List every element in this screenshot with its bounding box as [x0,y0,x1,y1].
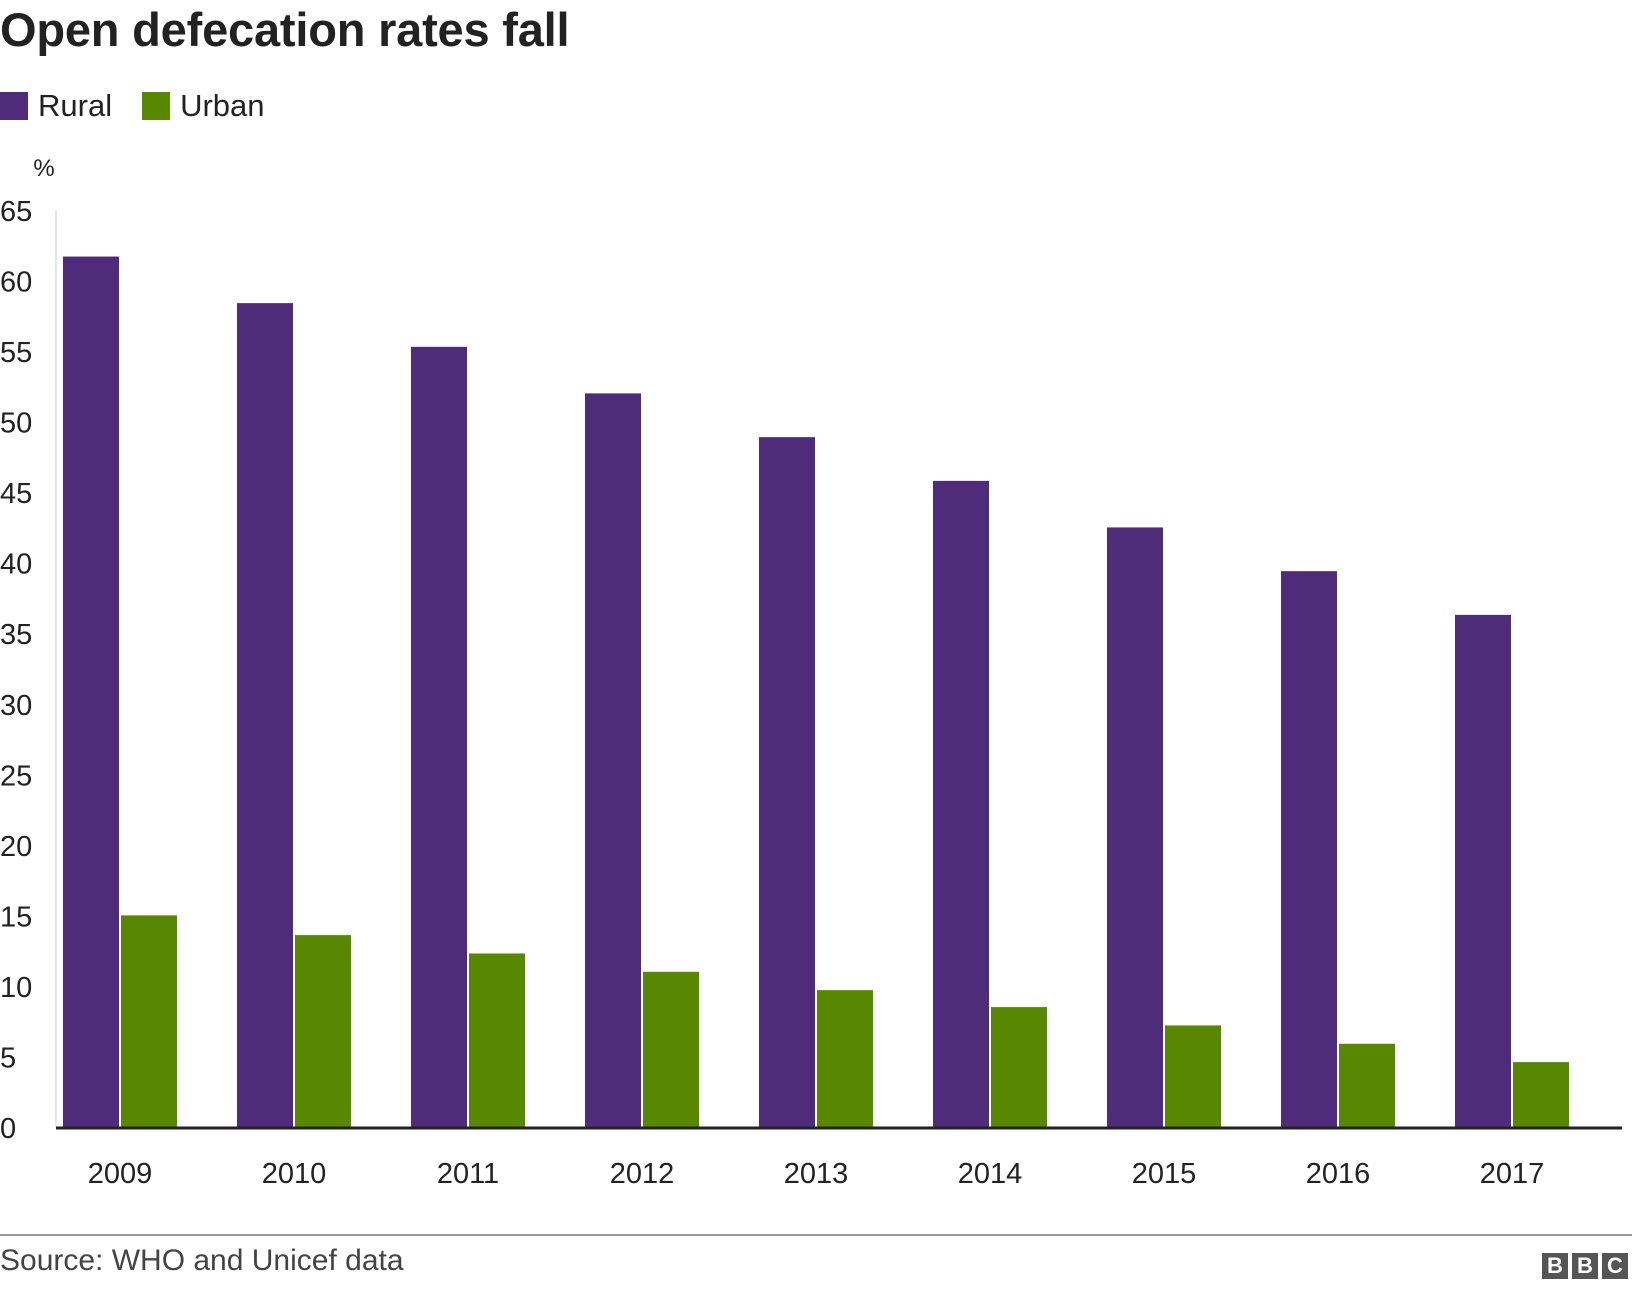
y-tick-label: 30 [0,690,32,722]
y-tick-label: 55 [0,337,32,369]
x-tick-label: 2011 [437,1158,499,1190]
bar-rural-2013 [759,437,815,1127]
y-tick-label: 5 [0,1042,16,1074]
legend-swatch-rural [0,92,28,120]
bar-urban-2011 [469,953,525,1127]
bbc-logo-letter: C [1602,1253,1628,1279]
bar-chart: % 0 5 10 15 20 25 30 35 40 45 50 55 60 65 2009 2010 201… [0,155,1622,1190]
x-tick-label: 2010 [262,1158,327,1190]
x-tick-label: 2013 [784,1158,849,1190]
bar-urban-2016 [1339,1043,1395,1127]
x-tick-label: 2009 [88,1158,153,1190]
bar-urban-2014 [991,1007,1047,1127]
x-tick-label: 2017 [1480,1158,1545,1190]
legend-item-rural: Rural [0,88,112,124]
y-tick-label: 50 [0,408,32,440]
bar-rural-2009 [63,256,119,1127]
bar-rural-2017 [1455,614,1511,1127]
bar-urban-2013 [817,990,873,1127]
bar-rural-2014 [933,480,989,1128]
bbc-logo-letter: B [1542,1253,1568,1279]
x-tick-label: 2015 [1132,1158,1197,1190]
chart-legend: Rural Urban [0,88,295,124]
bar-urban-2017 [1513,1062,1569,1127]
x-tick-label: 2014 [958,1158,1023,1190]
bar-urban-2015 [1165,1025,1221,1127]
bar-rural-2012 [585,393,641,1127]
bar-urban-2010 [295,935,351,1127]
y-tick-label: 35 [0,619,32,651]
bar-rural-2015 [1107,527,1163,1127]
bar-urban-2012 [643,971,699,1127]
source-note: Source: WHO and Unicef data [0,1244,404,1277]
legend-label-rural: Rural [38,88,113,123]
y-tick-label: 45 [0,478,32,510]
y-axis-ticks: 0 5 10 15 20 25 30 35 40 45 50 55 60 65 [0,196,32,1145]
bar-urban-2009 [121,915,177,1127]
bar-rural-2016 [1281,571,1337,1127]
bbc-logo-letter: B [1572,1253,1598,1279]
x-axis-ticks: 2009 2010 2011 2012 2013 2014 2015 2016 2017 [88,1158,1545,1190]
y-tick-label: 20 [0,831,32,863]
y-axis-unit-label: % [33,155,54,182]
y-tick-label: 10 [0,972,32,1004]
bar-rural-2010 [237,303,293,1127]
bbc-logo: B B C [1542,1253,1628,1279]
y-tick-label: 0 [0,1113,16,1145]
bars-group [63,256,1569,1128]
footer-divider [0,1234,1632,1236]
legend-label-urban: Urban [180,88,265,123]
y-tick-label: 65 [0,196,32,228]
y-tick-label: 15 [0,901,32,933]
bar-rural-2011 [411,346,467,1127]
legend-item-urban: Urban [142,88,265,124]
legend-swatch-urban [142,92,171,120]
y-tick-label: 25 [0,760,32,792]
x-tick-label: 2012 [610,1158,675,1190]
y-tick-label: 60 [0,267,32,299]
chart-title: Open defecation rates fall [0,3,570,56]
y-tick-label: 40 [0,549,32,581]
x-tick-label: 2016 [1306,1158,1371,1190]
